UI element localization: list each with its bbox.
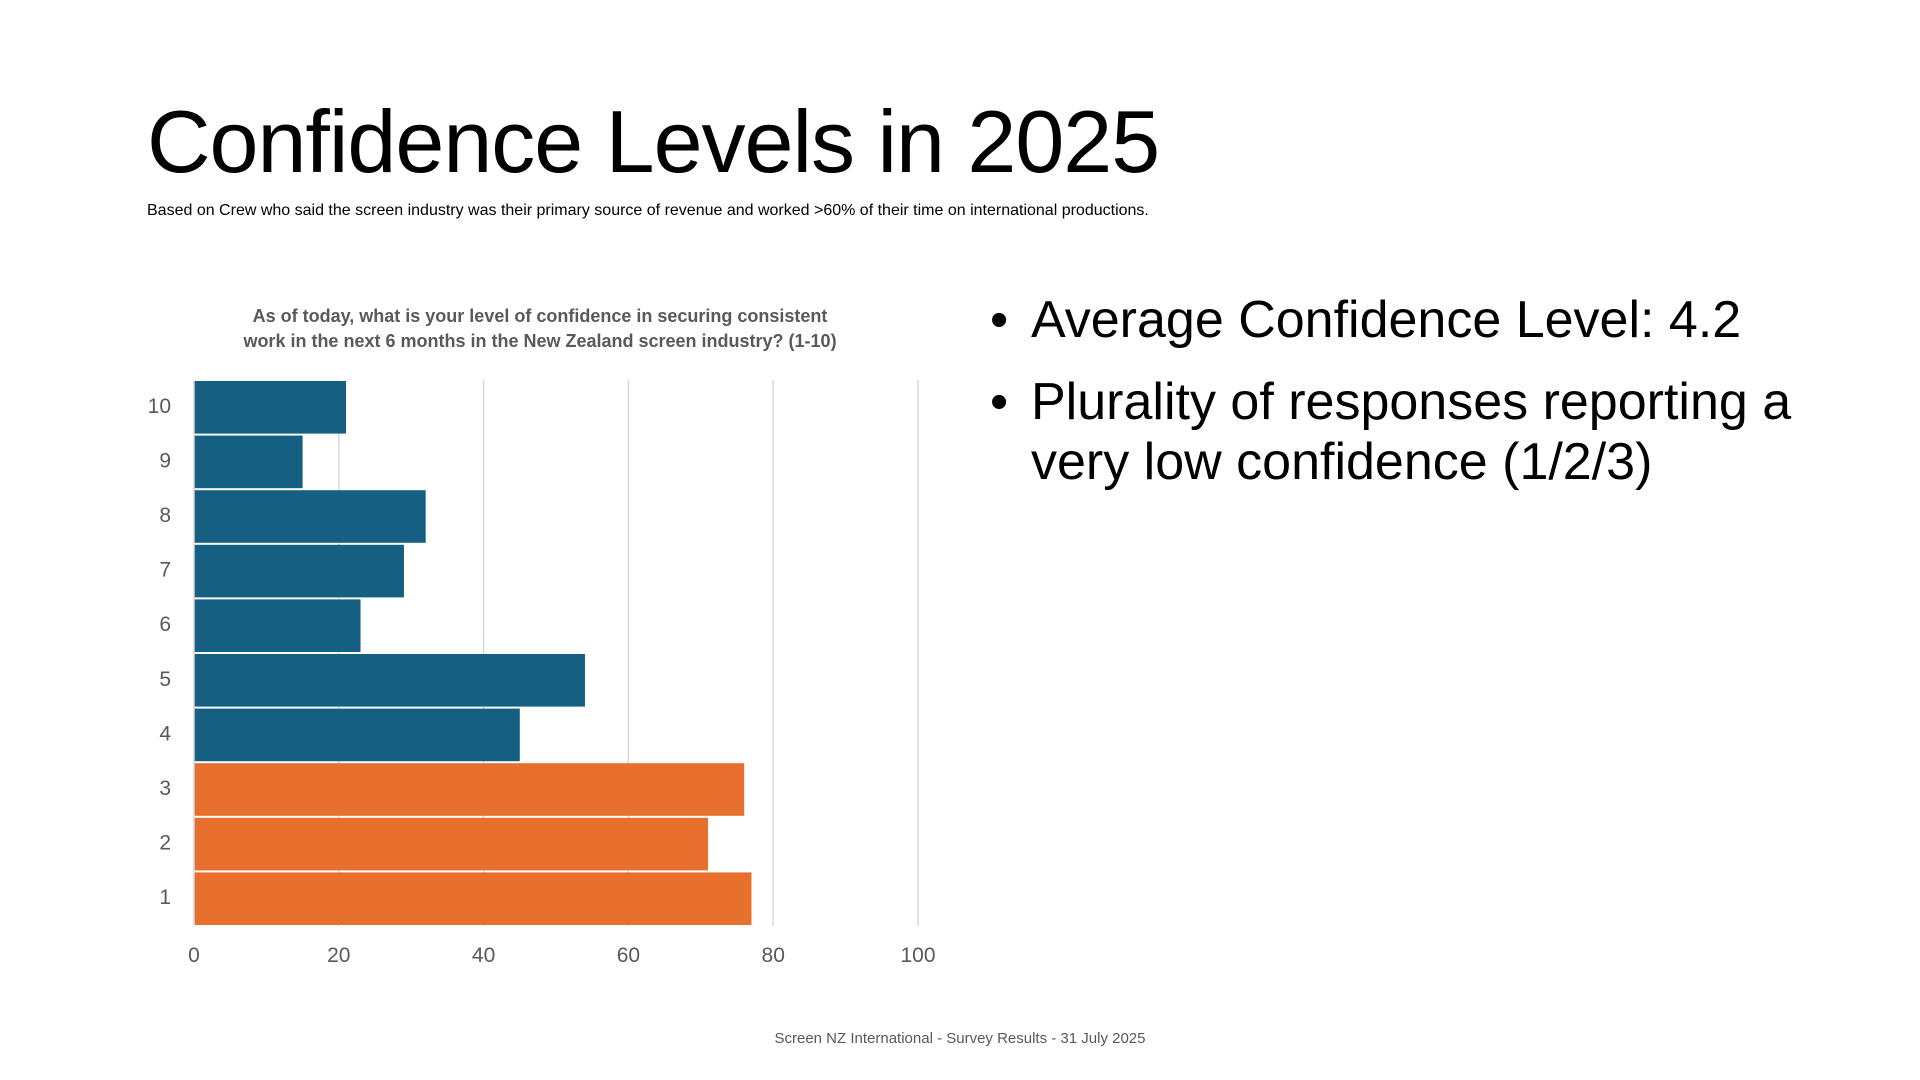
bullet-dot-icon: • xyxy=(990,291,1009,349)
bar-7 xyxy=(194,544,404,598)
bar-4 xyxy=(194,708,520,762)
y-tick-label-6: 6 xyxy=(159,613,171,636)
x-tick-label-80: 80 xyxy=(762,944,785,967)
x-tick-label-100: 100 xyxy=(900,944,935,967)
bar-1 xyxy=(194,872,752,925)
x-tick-label-20: 20 xyxy=(327,944,350,967)
y-tick-label-9: 9 xyxy=(159,449,171,472)
chart-title-line-1: As of today, what is your level of confi… xyxy=(252,306,828,326)
y-tick-label-8: 8 xyxy=(159,504,171,527)
chart-title-line-2: work in the next 6 months in the New Zea… xyxy=(243,331,837,351)
bullet-text: Average Confidence Level: 4.2 xyxy=(1031,291,1742,349)
y-tick-label-4: 4 xyxy=(159,722,171,745)
bar-2 xyxy=(194,817,709,871)
bar-8 xyxy=(194,490,426,543)
y-tick-label-1: 1 xyxy=(159,886,171,909)
y-tick-label-2: 2 xyxy=(159,832,171,855)
bar-9 xyxy=(194,435,303,489)
bullet-average-confidence: • Average Confidence Level: 4.2 xyxy=(990,290,1870,350)
bar-5 xyxy=(194,654,585,707)
y-tick-label-5: 5 xyxy=(159,668,171,691)
y-tick-label-3: 3 xyxy=(159,777,171,800)
slide-footer: Screen NZ International - Survey Results… xyxy=(774,1030,1146,1047)
bullet-list: • Average Confidence Level: 4.2 • Plural… xyxy=(990,290,1870,514)
bullet-plurality-low-confidence: • Plurality of responses reporting a ver… xyxy=(990,372,1870,492)
bar-6 xyxy=(194,599,361,652)
slide-subtitle: Based on Crew who said the screen indust… xyxy=(147,202,1149,219)
y-tick-label-7: 7 xyxy=(159,559,171,582)
confidence-bar-chart: As of today, what is your level of confi… xyxy=(120,300,960,980)
bullet-text: Plurality of responses reporting a very … xyxy=(1031,373,1792,491)
bar-3 xyxy=(194,763,745,816)
slide-title: Confidence Levels in 2025 xyxy=(147,92,1160,191)
x-tick-label-60: 60 xyxy=(617,944,640,967)
bullet-dot-icon: • xyxy=(990,373,1009,431)
y-tick-label-10: 10 xyxy=(148,395,171,418)
bar-10 xyxy=(194,381,347,434)
x-tick-label-40: 40 xyxy=(472,944,495,967)
x-tick-label-0: 0 xyxy=(188,944,200,967)
